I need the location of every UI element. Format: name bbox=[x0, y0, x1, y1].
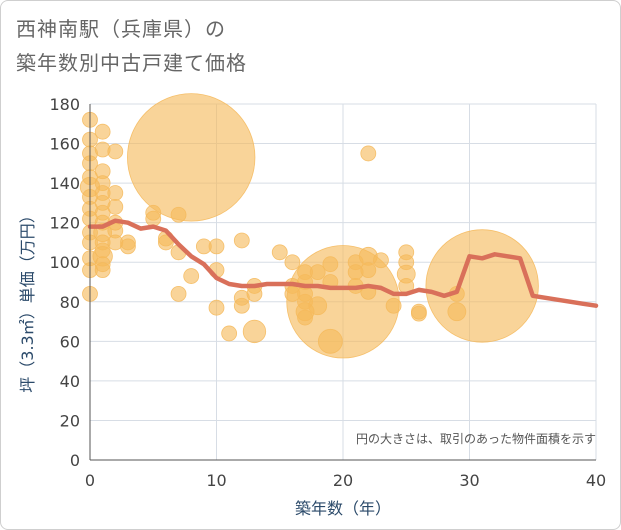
y-axis-title: 坪（3.3㎡）単価（万円） bbox=[18, 207, 37, 392]
chart-title: 西神南駅（兵庫県）の 築年数別中古戸建て価格 bbox=[16, 12, 247, 80]
x-tick-label: 0 bbox=[85, 471, 95, 490]
chart-title-line1: 西神南駅（兵庫県）の bbox=[16, 17, 226, 41]
bubble-point bbox=[183, 268, 200, 284]
bubble-point bbox=[208, 238, 225, 255]
bubble-point bbox=[246, 285, 263, 302]
x-tick-label: 40 bbox=[586, 471, 606, 490]
y-tick-label: 180 bbox=[49, 95, 80, 114]
bubble-point bbox=[373, 252, 389, 269]
bubble-point bbox=[157, 234, 174, 251]
y-tick-label: 60 bbox=[60, 332, 80, 351]
bubble-point bbox=[107, 143, 124, 160]
y-tick-label: 40 bbox=[60, 372, 80, 391]
y-tick-label: 120 bbox=[49, 214, 80, 233]
bubble-point bbox=[145, 210, 162, 227]
bubble-point bbox=[221, 325, 238, 342]
bubble-point bbox=[107, 198, 124, 215]
bubble-point bbox=[233, 297, 250, 314]
y-tick-label: 100 bbox=[49, 253, 80, 272]
bubble-point bbox=[233, 232, 250, 249]
bubble-point bbox=[242, 319, 267, 344]
y-tick-label: 160 bbox=[49, 135, 80, 154]
bubble-point bbox=[94, 262, 111, 279]
bubble-point bbox=[170, 285, 187, 302]
bubble-point bbox=[425, 229, 539, 343]
chart-title-line2: 築年数別中古戸建て価格 bbox=[16, 51, 247, 75]
bubble-point bbox=[360, 145, 377, 162]
bubble-point bbox=[208, 299, 225, 316]
bubble-point bbox=[385, 297, 402, 314]
bubble-point bbox=[271, 244, 288, 261]
bubble-size-note: 円の大きさは、取引のあった物件面積を示す bbox=[356, 431, 596, 446]
average-line-layer bbox=[87, 218, 599, 308]
y-tick-label: 0 bbox=[70, 451, 80, 470]
axes: 0 20 40 60 80 100 120 140 160 180 0 10 20 30 40 bbox=[49, 95, 606, 490]
y-tick-label: 140 bbox=[49, 174, 80, 193]
x-tick-label: 10 bbox=[206, 471, 226, 490]
bubble-point bbox=[127, 93, 256, 222]
bubble-point bbox=[120, 238, 136, 255]
average-price-line bbox=[87, 218, 599, 308]
bubble-point bbox=[94, 123, 111, 140]
bubble-point bbox=[360, 262, 377, 279]
bubble-point bbox=[107, 185, 124, 201]
y-tick-label: 20 bbox=[60, 411, 80, 430]
y-tick-label: 80 bbox=[60, 293, 80, 312]
bubble-point bbox=[410, 305, 427, 322]
bubble-point bbox=[284, 254, 301, 271]
x-axis-title: 築年数（年） bbox=[295, 499, 391, 518]
x-tick-label: 20 bbox=[333, 471, 353, 490]
x-tick-label: 30 bbox=[459, 471, 479, 490]
